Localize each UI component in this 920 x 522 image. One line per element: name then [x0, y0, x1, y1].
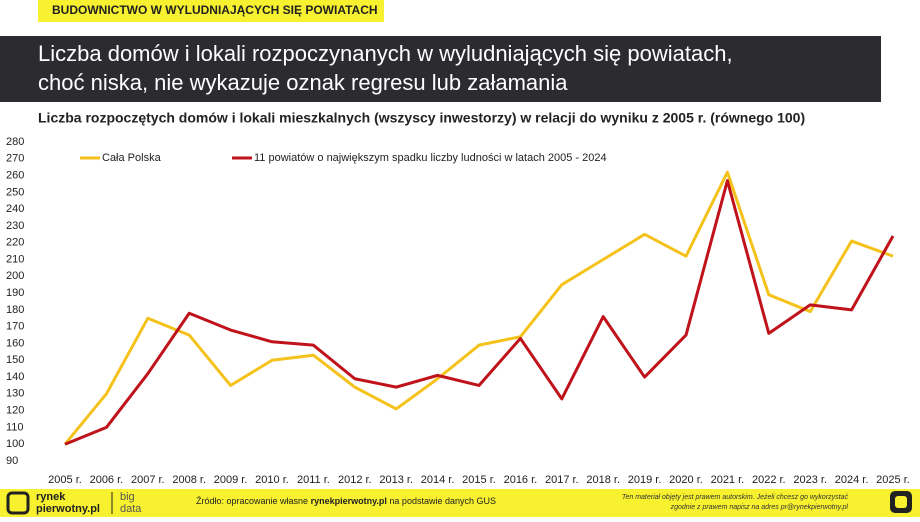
x-tick-label: 2005 r. [48, 474, 82, 486]
copyright: Ten materiał objęty jest prawem autorski… [622, 494, 849, 501]
x-tick-label: 2019 r. [628, 474, 662, 486]
y-tick-label: 220 [6, 237, 24, 249]
x-tick-label: 2017 r. [545, 474, 579, 486]
y-tick-label: 90 [6, 455, 18, 467]
x-tick-label: 2012 r. [338, 474, 372, 486]
logo-text: big [120, 491, 135, 503]
y-tick-label: 200 [6, 270, 24, 282]
tag: BUDOWNICTWO W WYLUDNIAJĄCYCH SIĘ POWIATA… [52, 3, 378, 17]
x-tick-label: 2025 r. [876, 474, 910, 486]
y-tick-label: 210 [6, 253, 24, 265]
y-tick-label: 140 [6, 371, 24, 383]
x-tick-label: 2016 r. [504, 474, 538, 486]
source-part: rynekpierwotny.pl [311, 496, 387, 506]
source-part: Źródło: opracowanie własne [196, 496, 311, 506]
x-tick-label: 2020 r. [669, 474, 703, 486]
banner [0, 36, 881, 102]
y-tick-label: 280 [6, 136, 24, 148]
y-tick-label: 190 [6, 287, 24, 299]
logo-text: rynek [36, 491, 66, 503]
logo-icon [6, 491, 30, 515]
x-tick-label: 2011 r. [297, 474, 330, 486]
y-tick-label: 250 [6, 186, 24, 198]
x-tick-label: 2014 r. [421, 474, 455, 486]
y-tick-label: 270 [6, 153, 24, 165]
footer-bg [0, 489, 920, 517]
legend-label: Cała Polska [102, 152, 162, 164]
y-tick-label: 110 [6, 421, 24, 433]
series-line [63, 170, 894, 446]
y-tick-label: 170 [6, 321, 24, 333]
y-tick-label: 260 [6, 169, 24, 181]
y-tick-label: 130 [6, 388, 24, 400]
x-tick-label: 2023 r. [793, 474, 827, 486]
corner-icon [895, 496, 907, 508]
y-tick-label: 180 [6, 304, 24, 316]
source-part: na podstawie danych GUS [387, 496, 496, 506]
y-tick-label: 160 [6, 337, 24, 349]
logo-text: data [120, 503, 142, 515]
x-tick-label: 2024 r. [835, 474, 869, 486]
x-tick-label: 2007 r. [131, 474, 165, 486]
series-line [64, 179, 895, 446]
headline: choć niska, nie wykazuje oznak regresu l… [38, 70, 568, 95]
x-tick-label: 2006 r. [90, 474, 124, 486]
y-tick-label: 240 [6, 203, 24, 215]
y-tick-label: 100 [6, 438, 24, 450]
legend-label: 11 powiatów o największym spadku liczby … [254, 152, 607, 164]
x-tick-label: 2021 r. [711, 474, 745, 486]
source: Źródło: opracowanie własne rynekpierwotn… [196, 496, 496, 506]
tag-bg [38, 0, 384, 22]
y-tick-label: 150 [6, 354, 24, 366]
x-tick-label: 2018 r. [586, 474, 620, 486]
y-tick-label: 120 [6, 405, 24, 417]
copyright: zgodnie z prawem napisz na adres pr@ryne… [670, 504, 849, 511]
x-tick-label: 2013 r. [379, 474, 413, 486]
headline: Liczba domów i lokali rozpoczynanych w w… [38, 41, 733, 66]
x-tick-label: 2015 r. [462, 474, 496, 486]
x-tick-label: 2009 r. [214, 474, 248, 486]
x-tick-label: 2008 r. [172, 474, 206, 486]
x-tick-label: 2022 r. [752, 474, 786, 486]
chart-title: Liczba rozpoczętych domów i lokali miesz… [38, 110, 805, 126]
y-tick-label: 230 [6, 220, 24, 232]
x-tick-label: 2010 r. [255, 474, 289, 486]
logo-text: pierwotny.pl [36, 503, 100, 515]
